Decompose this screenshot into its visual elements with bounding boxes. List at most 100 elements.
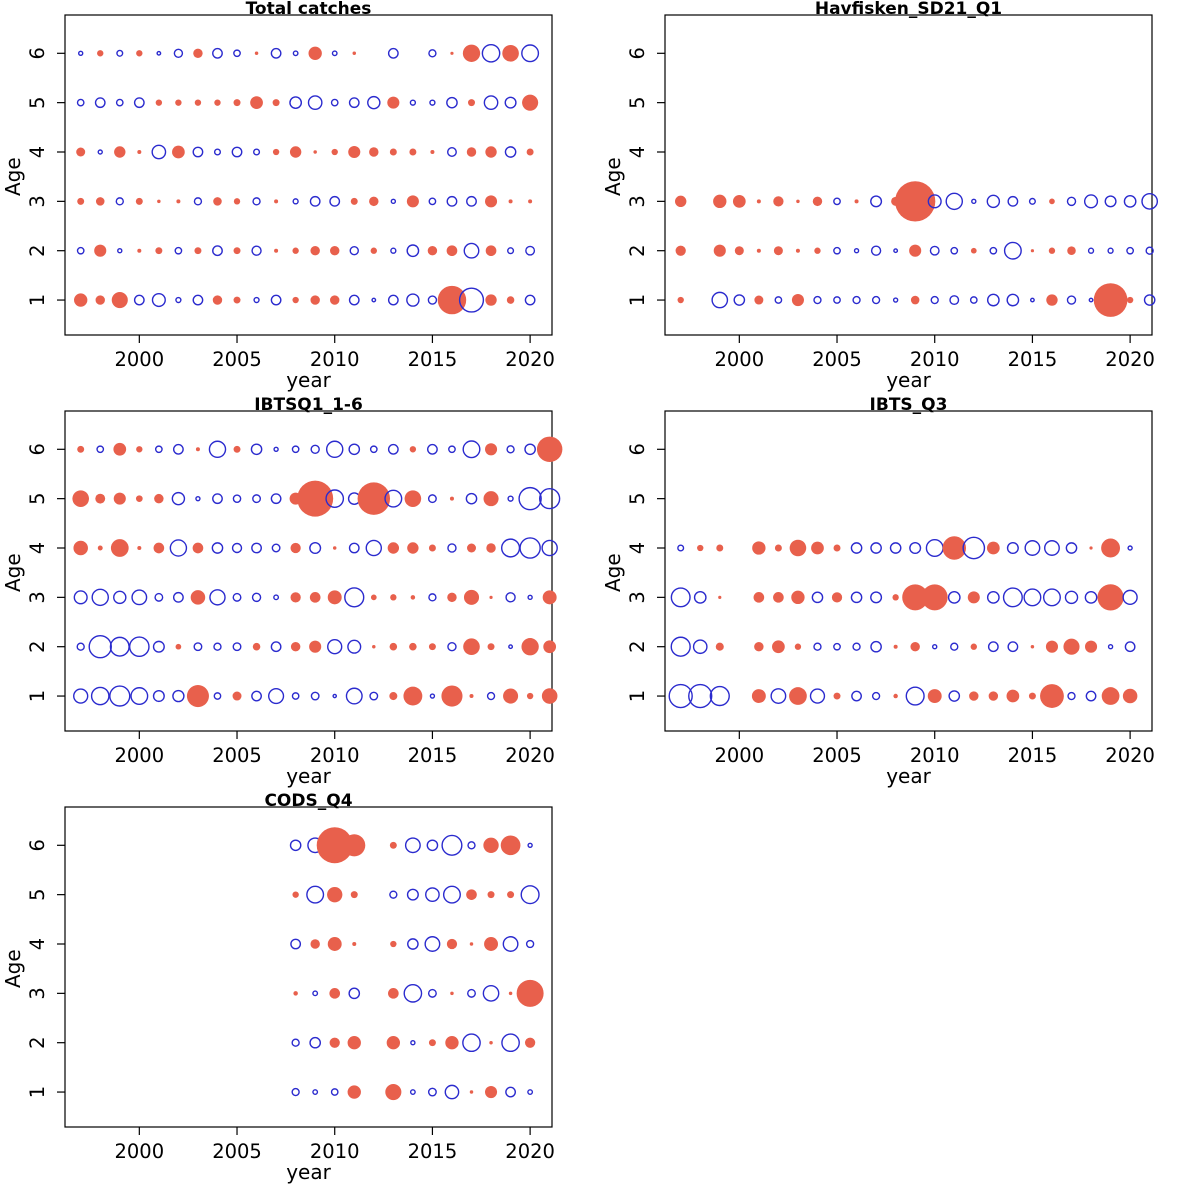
bubble — [109, 685, 131, 707]
bubble — [484, 937, 499, 951]
x-tick-label: 2005 — [212, 744, 262, 767]
bubble — [77, 445, 85, 453]
bubble — [538, 487, 561, 510]
bubble — [109, 636, 130, 657]
bubble — [467, 841, 476, 850]
plot-box — [64, 806, 553, 1128]
bubble — [371, 297, 377, 303]
bubble — [437, 285, 467, 315]
bubble — [791, 590, 805, 605]
bubble — [516, 979, 544, 1007]
bubble — [831, 592, 843, 603]
y-tick-label: 1 — [26, 1086, 49, 1098]
x-tick-label: 2020 — [505, 744, 555, 767]
bubble — [466, 889, 477, 900]
panel-cods-q4: CODS_Q4 2000 2005 2010 2015 2020 year 1 2 3 4 5 6 Age — [0, 791, 600, 1188]
bubble — [133, 97, 145, 109]
bubble — [327, 937, 342, 951]
bubble — [1083, 194, 1099, 209]
bubble — [348, 294, 360, 306]
bubble — [446, 938, 458, 950]
bubble — [387, 443, 399, 455]
y-tick-label: 5 — [26, 492, 49, 504]
bubble — [155, 247, 163, 255]
bubble — [137, 149, 142, 155]
bubble — [675, 195, 687, 208]
bubble — [1107, 247, 1114, 254]
bubble — [213, 197, 222, 206]
bubble — [1085, 640, 1098, 653]
bubble — [291, 1038, 300, 1047]
bubble — [458, 287, 485, 313]
bubble — [485, 443, 498, 456]
bubble — [774, 296, 783, 304]
bubble — [773, 592, 784, 603]
bubble — [316, 827, 353, 864]
bubble — [526, 692, 534, 700]
bubble — [870, 591, 883, 604]
bubble — [90, 686, 110, 706]
x-tick-label: 2000 — [714, 744, 764, 767]
bubble — [289, 146, 302, 158]
panel-ibts-q3: IBTS_Q3 2000 2005 2010 2015 2020 year 1 2 3 4 5 6 Age — [600, 395, 1200, 792]
bubble — [128, 636, 150, 658]
bubble — [1123, 194, 1137, 208]
bubble — [407, 938, 419, 950]
bubble — [172, 689, 185, 703]
panel-title-ibtsq1-1-6: IBTSQ1_1-6 — [254, 395, 363, 415]
bubble — [233, 445, 241, 453]
bubble — [524, 294, 536, 306]
y-axis-label: Age — [601, 157, 625, 196]
bubble — [1097, 584, 1124, 611]
bubble — [851, 690, 862, 702]
bubble — [483, 95, 499, 111]
bubble — [709, 685, 730, 707]
x-tick-label: 2015 — [1008, 744, 1058, 767]
bubble — [675, 245, 686, 256]
bubble — [116, 49, 124, 57]
bubble — [252, 642, 261, 651]
bubble — [310, 444, 320, 455]
bubble — [349, 245, 359, 256]
bubble — [176, 199, 181, 204]
x-tick-label: 2005 — [812, 348, 862, 371]
bubble — [133, 294, 145, 306]
bubble — [274, 248, 279, 253]
bubble — [542, 590, 557, 605]
bubble — [212, 47, 223, 59]
bubble — [770, 688, 787, 705]
bubble — [387, 96, 400, 109]
bubble — [77, 50, 84, 57]
plot-box — [664, 410, 1153, 732]
bubble — [352, 51, 357, 56]
bubble — [213, 692, 222, 700]
bubble — [468, 99, 475, 107]
bubble — [1040, 684, 1064, 708]
bubble — [481, 43, 501, 63]
panel-ibtsq1-1-6: IBTSQ1_1-6 2000 2005 2010 2015 2020 year 1 2 3 4 5 6… — [0, 395, 600, 792]
bubble — [274, 199, 279, 204]
bubble — [711, 291, 729, 309]
bubble — [467, 543, 476, 553]
bubble — [113, 590, 127, 605]
bubble — [369, 445, 378, 454]
bubble — [889, 542, 902, 554]
bubble — [194, 99, 202, 106]
bubble — [909, 541, 922, 555]
bubble — [536, 436, 563, 463]
bubble — [1127, 545, 1133, 551]
bubble — [251, 592, 262, 603]
bubble — [271, 543, 281, 553]
bubble — [232, 494, 242, 503]
bubble — [427, 295, 438, 305]
bubble — [293, 991, 298, 996]
bubble — [406, 195, 419, 208]
bubble — [466, 147, 477, 157]
bubble — [448, 445, 456, 454]
bubble — [1066, 196, 1077, 207]
bubble — [1067, 691, 1076, 701]
bubble — [428, 643, 436, 651]
bubble — [446, 96, 458, 109]
y-tick-label: 3 — [26, 195, 49, 207]
bubble — [850, 542, 863, 554]
